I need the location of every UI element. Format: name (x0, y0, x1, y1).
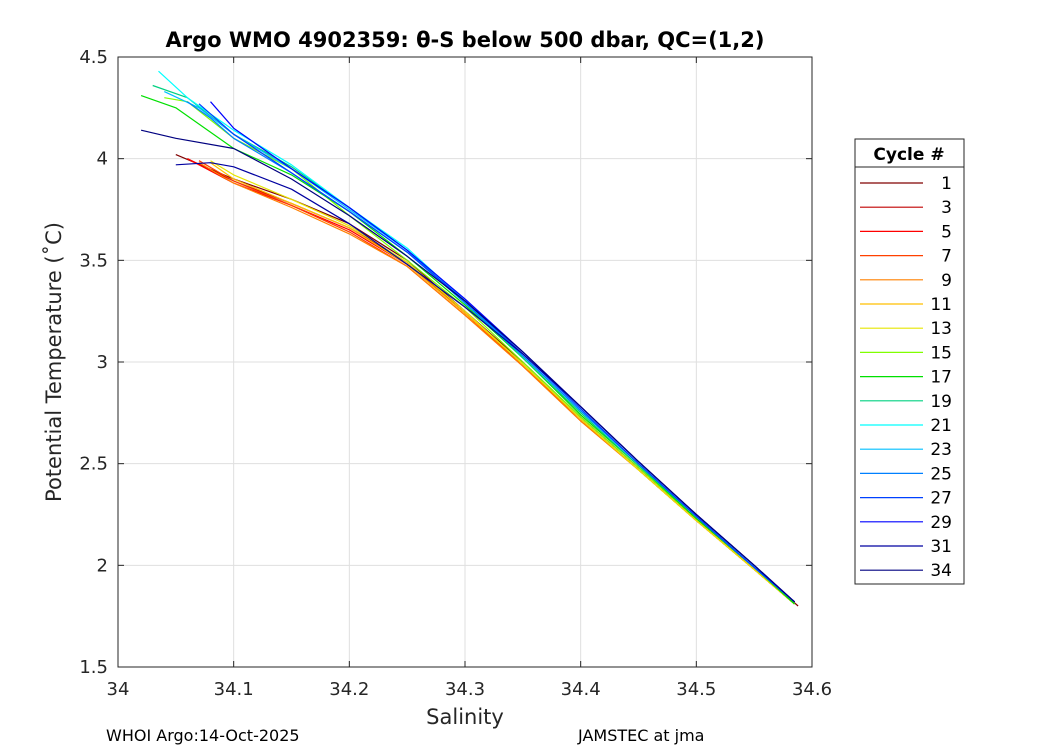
series-line-cycle-7 (198, 160, 795, 605)
legend-entry-label: 5 (941, 222, 952, 242)
y-tick-label: 4.5 (79, 47, 108, 68)
footer-source: JAMSTEC at jma (578, 726, 705, 745)
legend-entry-label: 3 (941, 198, 952, 218)
y-tick-label: 3.5 (79, 250, 108, 271)
series-line-cycle-13 (210, 160, 795, 605)
series-line-cycle-19 (152, 84, 795, 603)
legend-entry-label: 7 (941, 247, 952, 267)
legend-entry-label: 25 (930, 464, 952, 484)
y-tick-label: 3 (97, 352, 108, 373)
legend-entry-label: 21 (930, 416, 952, 436)
x-tick-label: 34.1 (214, 679, 254, 700)
legend-entry-label: 11 (930, 295, 952, 315)
series-line-cycle-3 (187, 158, 795, 605)
legend-entry-label: 17 (930, 368, 952, 388)
legend-entry-label: 15 (930, 343, 952, 363)
axis-ticks: 34 34.1 34.2 34.3 34.4 34.5 34.6 1.5 2 2.5 3 3.5 4 4.… (79, 47, 832, 700)
legend-entry-label: 34 (930, 561, 952, 581)
y-tick-label: 1.5 (79, 657, 108, 678)
legend-entry-label: 23 (930, 440, 952, 460)
series-lines (140, 70, 799, 607)
legend-entry-label: 9 (941, 271, 952, 291)
x-tick-label: 34.3 (445, 679, 485, 700)
chart-title: Argo WMO 4902359: θ-S below 500 dbar, QC… (166, 28, 765, 52)
legend-entry-label: 31 (930, 537, 952, 557)
legend-entry-label: 19 (930, 392, 952, 412)
series-line-cycle-5 (187, 158, 795, 605)
legend-entry-label: 13 (930, 319, 952, 339)
legend-title: Cycle # (873, 145, 944, 165)
series-line-cycle-1 (175, 154, 799, 607)
legend-entry-label: 1 (941, 174, 952, 194)
series-line-cycle-31 (175, 162, 796, 603)
series-line-cycle-15 (164, 97, 796, 605)
y-tick-label: 2.5 (79, 454, 108, 475)
y-tick-label: 4 (97, 149, 108, 170)
y-tick-label: 2 (97, 555, 108, 576)
y-axis-label: Potential Temperature (˚C) (42, 222, 66, 502)
legend-box (854, 138, 965, 585)
x-tick-label: 34.5 (676, 679, 716, 700)
series-line-cycle-11 (210, 162, 795, 605)
series-line-cycle-23 (164, 91, 795, 603)
series-line-cycle-34 (140, 129, 796, 603)
x-tick-label: 34 (107, 679, 130, 700)
series-line-cycle-9 (198, 162, 795, 605)
legend-entry-label: 29 (930, 513, 952, 533)
series-line-cycle-27 (198, 103, 795, 603)
legend-entry-label: 27 (930, 489, 952, 509)
x-axis-label: Salinity (426, 705, 504, 729)
x-tick-label: 34.2 (329, 679, 369, 700)
x-tick-label: 34.6 (792, 679, 832, 700)
footer-date: WHOI Argo:14-Oct-2025 (106, 726, 300, 745)
grid (117, 56, 813, 668)
x-tick-label: 34.4 (561, 679, 601, 700)
